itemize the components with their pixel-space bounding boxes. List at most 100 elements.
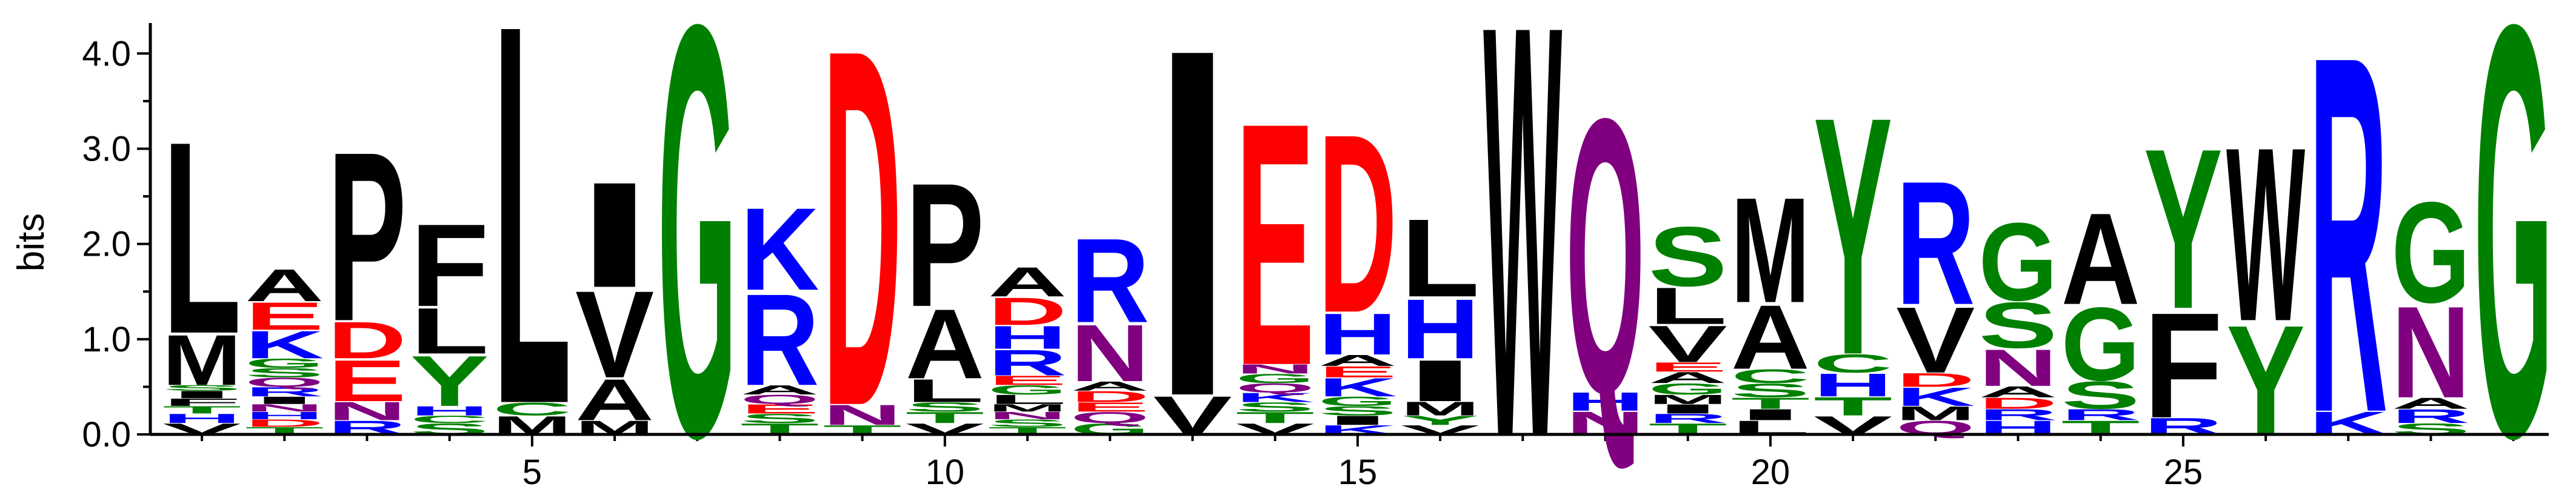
logo-letter-C: C: [493, 399, 572, 419]
logo-letter-G: G: [2474, 0, 2553, 495]
logo-letter-D: D: [1978, 394, 2057, 412]
logo-letter-L: L: [988, 392, 1067, 407]
logo-letter-M: M: [1896, 402, 1975, 424]
logo-letter-N: N: [823, 399, 902, 431]
y-tick-label: 1.0: [82, 320, 131, 359]
logo-letter-D: D: [245, 417, 324, 429]
logo-letter-Q: Q: [1236, 381, 1315, 396]
logo-letter-Q: Q: [740, 392, 819, 407]
logo-letter-I: I: [245, 394, 324, 406]
logo-letter-I: I: [575, 151, 654, 319]
logo-letter-L: L: [1649, 277, 1727, 335]
logo-letter-A: A: [1978, 383, 2057, 400]
logo-letter-T: T: [162, 404, 241, 416]
logo-letter-R: R: [988, 342, 1067, 383]
logo-letter-E: E: [1070, 400, 1149, 414]
logo-letter-D: D: [1896, 369, 1975, 391]
logo-letter-A: A: [2391, 394, 2470, 412]
logo-letter-A: A: [988, 258, 1067, 305]
logo-letter-S: S: [1731, 379, 1810, 401]
logo-letter-Q: Q: [1070, 409, 1149, 427]
logo-letter-N: N: [245, 402, 324, 414]
logo-letter-Y: Y: [2226, 293, 2305, 468]
logo-letter-R: R: [1896, 145, 1975, 342]
logo-letter-W: W: [1483, 0, 1563, 495]
logo-letter-E: E: [1649, 360, 1727, 374]
logo-letter-S: S: [162, 384, 241, 392]
logo-letter-R: R: [245, 385, 324, 399]
logo-letter-G: G: [245, 356, 324, 371]
stack-position-5: MCL: [493, 0, 572, 495]
logo-letter-P: P: [906, 147, 984, 344]
logo-letter-V: V: [1153, 385, 1232, 446]
logo-letter-M: M: [1649, 392, 1727, 407]
stack-position-25: RFY: [2144, 101, 2223, 449]
logo-letter-T: T: [1236, 409, 1315, 427]
logo-letter-L: L: [410, 294, 489, 368]
logo-letter-N: N: [327, 396, 406, 425]
logo-letter-F: F: [162, 396, 241, 408]
logo-letter-G: G: [658, 0, 736, 495]
logo-letter-Y: Y: [410, 341, 489, 421]
x-tick-label: 5: [522, 453, 542, 492]
y-axis-title: bits: [10, 213, 52, 271]
logo-letter-A: A: [906, 288, 984, 400]
y-tick-label: 0.0: [82, 415, 131, 454]
logo-letter-T: T: [1731, 394, 1810, 412]
logo-letter-Y: Y: [1401, 413, 1480, 428]
stack-position-13: VI: [1153, 0, 1232, 495]
logo-letter-M: M: [988, 402, 1067, 414]
stack-position-29: G: [2474, 0, 2553, 495]
logo-letter-C: C: [410, 414, 489, 425]
logo-letter-H: H: [245, 410, 324, 421]
y-tick-label: 2.0: [82, 225, 131, 264]
logo-letter-T: T: [906, 409, 984, 427]
logo-letter-H: H: [410, 404, 489, 418]
logo-letter-H: H: [1566, 387, 1644, 416]
logo-letter-R: R: [2309, 0, 2387, 495]
logo-letter-N: N: [1978, 339, 2057, 397]
logo-letter-E: E: [327, 348, 406, 414]
logo-letter-R: R: [740, 267, 819, 413]
logo-letter-C: C: [1731, 365, 1810, 387]
logo-letter-A: A: [1318, 352, 1397, 370]
logo-letter-R: R: [1070, 214, 1149, 348]
logo-letter-S: S: [1978, 289, 2057, 362]
logo-letter-W: W: [2226, 95, 2306, 373]
logo-letter-E: E: [1236, 51, 1315, 437]
logo-letter-Y: Y: [2144, 101, 2223, 356]
logo-letter-G: G: [988, 383, 1067, 397]
logo-letter-L: L: [1401, 196, 1480, 321]
x-tick-label: 10: [926, 453, 965, 492]
logo-letter-R: R: [1649, 411, 1727, 426]
logo-letter-V: V: [1896, 288, 1975, 393]
logo-letter-N: N: [2391, 280, 2470, 426]
logo-letter-D: D: [1070, 388, 1149, 405]
logo-letter-G: G: [1318, 394, 1397, 409]
stack-position-18: NHQ: [1566, 38, 1644, 476]
logo-letter-R: R: [1978, 406, 2057, 424]
logo-letter-Q: Q: [245, 375, 324, 390]
logo-letter-E: E: [988, 373, 1067, 388]
logo-letter-G: G: [1236, 371, 1315, 386]
x-tick-label: 25: [2164, 453, 2203, 492]
logo-letter-I: I: [1649, 402, 1727, 416]
logo-letter-N: N: [988, 410, 1067, 421]
logo-letter-A: A: [1649, 369, 1727, 387]
stack-position-27: KR: [2309, 0, 2387, 495]
